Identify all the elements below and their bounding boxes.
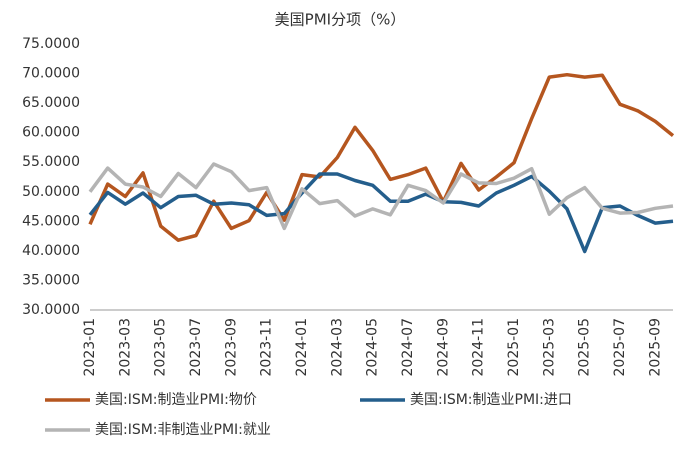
chart-title: 美国PMI分项（%） — [275, 11, 406, 29]
y-tick-label: 75.0000 — [22, 36, 80, 52]
x-tick-label: 2023-05 — [153, 318, 169, 377]
x-tick-label: 2023-09 — [223, 318, 239, 377]
x-tick-label: 2025-05 — [577, 318, 593, 377]
y-tick-label: 40.0000 — [22, 243, 80, 259]
x-tick-label: 2025-01 — [506, 318, 522, 377]
y-tick-label: 60.0000 — [22, 125, 80, 141]
series-line — [88, 162, 674, 231]
y-tick-label: 50.0000 — [22, 184, 80, 200]
x-tick-label: 2024-01 — [294, 318, 310, 377]
legend-label: 美国:ISM:非制造业PMI:就业 — [95, 422, 271, 438]
x-tick-label: 2024-11 — [471, 318, 487, 377]
x-tick-label: 2025-09 — [647, 318, 663, 377]
x-tick-label: 2024-07 — [400, 318, 416, 377]
x-tick-label: 2024-03 — [329, 318, 345, 377]
x-tick-label: 2024-05 — [365, 318, 381, 377]
x-tick-label: 2023-03 — [117, 318, 133, 377]
y-tick-label: 35.0000 — [22, 272, 80, 288]
y-tick-label: 65.0000 — [22, 95, 80, 111]
x-tick-label: 2023-01 — [82, 318, 98, 377]
series-line — [88, 72, 675, 242]
y-tick-label: 45.0000 — [22, 213, 80, 229]
x-tick-label: 2025-03 — [541, 318, 557, 377]
legend-label: 美国:ISM:制造业PMI:物价 — [95, 392, 257, 408]
x-tick-label: 2023-11 — [259, 318, 275, 377]
x-tick-label: 2023-07 — [188, 318, 204, 377]
x-tick-label: 2025-07 — [612, 318, 628, 377]
legend-label: 美国:ISM:制造业PMI:进口 — [410, 392, 572, 408]
x-tick-label: 2024-09 — [435, 318, 451, 377]
series-line — [88, 172, 674, 254]
y-tick-label: 30.0000 — [22, 302, 80, 318]
y-tick-label: 55.0000 — [22, 154, 80, 170]
y-tick-label: 70.0000 — [22, 66, 80, 82]
